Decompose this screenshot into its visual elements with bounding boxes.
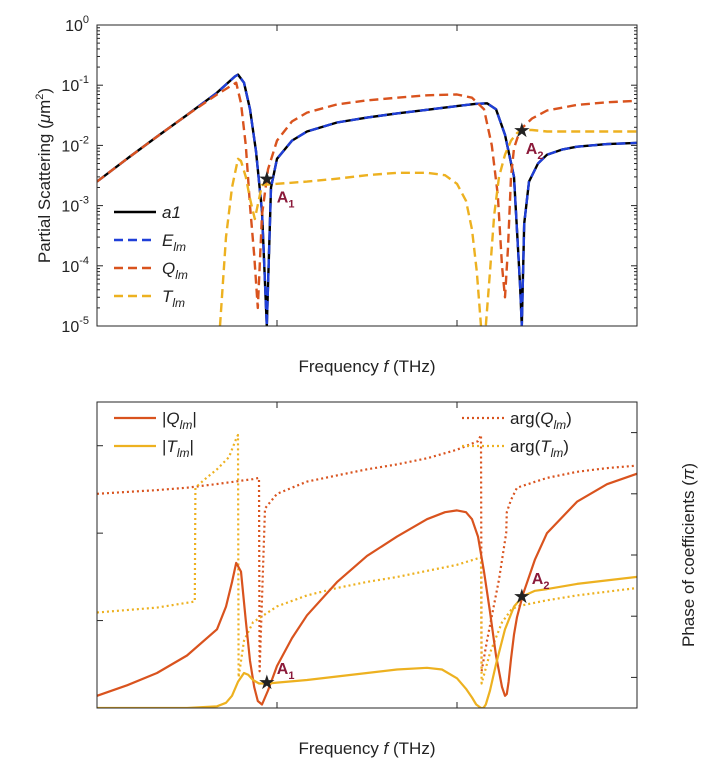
legend-label-b-t-arg: arg(Tlm) — [510, 437, 569, 460]
panel-b-chart: Frequency f (THz) Phase of coefficients (… — [96, 401, 698, 758]
annotation-marker-b1: ★ — [258, 672, 276, 694]
series-line-b-argqlm — [97, 433, 637, 673]
legend-label-b-t-abs: |Tlm| — [162, 437, 194, 460]
series-line-a-qlm — [97, 81, 637, 310]
annotation-marker-a1: ★ — [258, 169, 276, 191]
annotation-label-a1: A1 — [277, 190, 295, 211]
legend-label-b-q-arg: arg(Qlm) — [510, 409, 572, 432]
axes-box-a — [96, 24, 638, 327]
series-line-a-tlm — [218, 128, 637, 326]
legend-label-b-q-abs: |Qlm| — [162, 409, 197, 432]
legend-b-left: |Qlm| |Tlm| — [114, 409, 197, 460]
annotation-marker-a2: ★ — [513, 120, 531, 142]
y-tick-label-a: 10-1 — [61, 74, 89, 95]
legend-label-a-elm: Elm — [162, 231, 186, 254]
annotation-label-a2: A2 — [526, 141, 544, 162]
y-tick-label-a: 10-3 — [61, 195, 89, 216]
legend-label-a-tlm: Tlm — [162, 287, 185, 310]
legend-label-a-qlm: Qlm — [162, 259, 188, 282]
legend-b-right: arg(Qlm) arg(Tlm) — [462, 409, 572, 460]
y-right-axis-label-b: Phase of coefficients (π) — [679, 463, 698, 647]
y-axis-label-a: Partial Scattering (μm2) — [34, 88, 54, 263]
series-line-b-tlm — [97, 575, 637, 708]
y-tick-label-a: 10-5 — [61, 315, 89, 336]
annotation-label-b2: A2 — [532, 571, 550, 592]
legend-a: a1 Elm Qlm Tlm — [114, 203, 188, 310]
series-line-b-qlm — [97, 472, 637, 706]
y-tick-label-a: 10-4 — [61, 255, 89, 276]
series-line-a-elm — [97, 73, 637, 326]
annotation-marker-b2: ★ — [513, 586, 531, 608]
y-tick-label-a: 100 — [65, 14, 89, 35]
x-axis-label-b: Frequency f (THz) — [299, 739, 436, 758]
annotation-label-b1: A1 — [277, 661, 295, 682]
legend-label-a-a1: a1 — [162, 203, 181, 222]
x-axis-label-a: Frequency f (THz) — [299, 357, 436, 376]
y-tick-label-a: 10-2 — [61, 134, 89, 155]
panel-a-chart: 10-5 10-4 10-3 10-2 10-1 100 Frequency f (THz)… — [34, 14, 638, 376]
series-line-b-argtlm — [97, 433, 637, 685]
